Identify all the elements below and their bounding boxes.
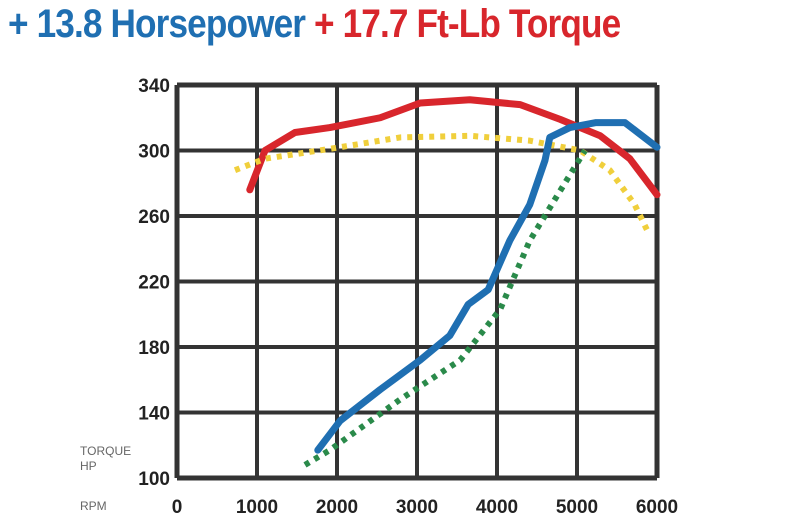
x-tick-label: 3000 xyxy=(396,497,438,518)
x-tick-label: 0 xyxy=(172,497,183,518)
y-tick-label: 260 xyxy=(138,207,170,228)
x-tick-label: 6000 xyxy=(636,497,678,518)
series-line-2 xyxy=(314,119,661,454)
y-tick-label: 220 xyxy=(138,273,170,294)
hp-axis-label: HP xyxy=(80,459,97,473)
x-tick-label: 1000 xyxy=(236,497,278,518)
y-tick-label: 140 xyxy=(138,404,170,425)
series-group xyxy=(233,96,661,468)
y-tick-label: 300 xyxy=(138,142,170,163)
series-line-1 xyxy=(233,132,651,234)
tick-labels: 0 1000 2000 3000 4000 5000 6000 340 300 260 220 180… xyxy=(138,76,678,518)
hp-gain-title: + 13.8 Horsepower xyxy=(8,2,306,46)
y-tick-label: 100 xyxy=(138,469,170,490)
x-tick-label: 2000 xyxy=(316,497,358,518)
torque-axis-label: TORQUE xyxy=(80,444,131,458)
series-line-0 xyxy=(246,96,661,199)
torque-gain-title: + 17.7 Ft-Lb Torque xyxy=(314,2,621,46)
grid xyxy=(174,82,660,481)
x-tick-label: 5000 xyxy=(556,497,598,518)
y-tick-label: 180 xyxy=(138,338,170,359)
rpm-axis-label: RPM xyxy=(80,499,107,513)
chart-title: + 13.8 Horsepower + 17.7 Ft-Lb Torque xyxy=(8,2,621,47)
x-tick-label: 4000 xyxy=(476,497,518,518)
y-tick-label: 340 xyxy=(138,76,170,97)
